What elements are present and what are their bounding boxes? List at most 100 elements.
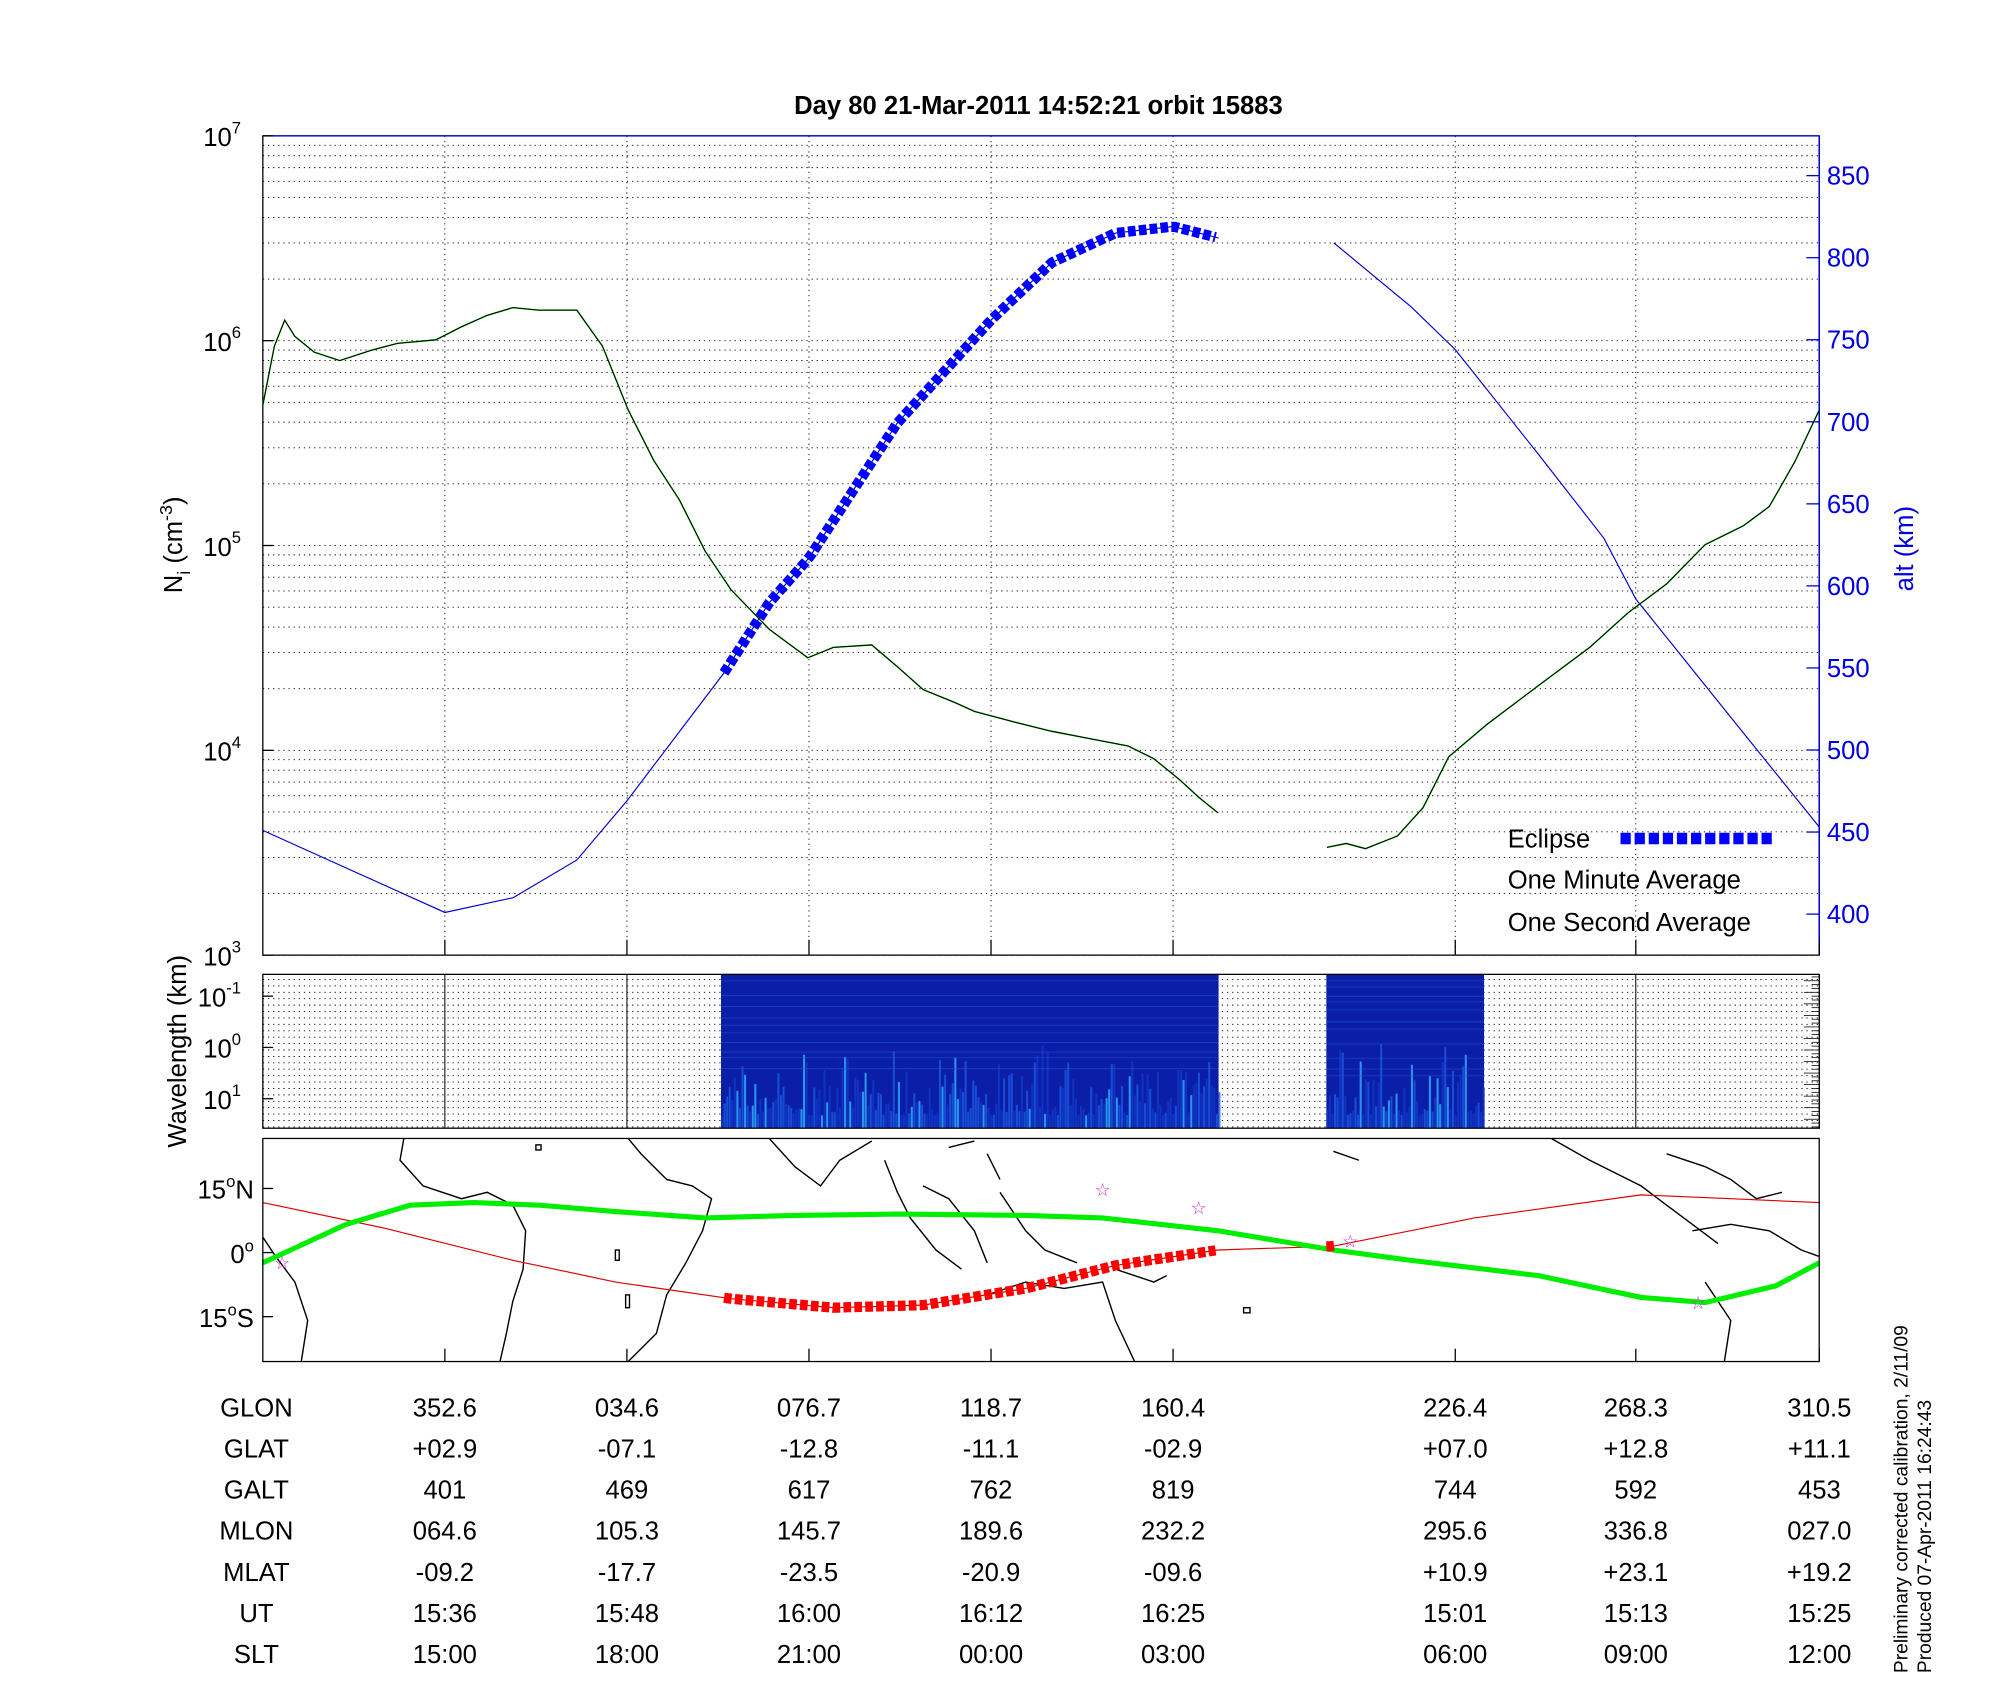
map-frame: [262, 1137, 1820, 1363]
spectrogram-column: [1172, 1113, 1175, 1129]
spectrogram-column: [879, 1094, 883, 1129]
spectrogram-column: [954, 1057, 957, 1129]
table-cell: 15:25: [1787, 1600, 1851, 1628]
spectrogram-column: [1454, 1115, 1457, 1129]
satellite-track: [262, 1194, 1820, 1309]
spectrogram-column: [1003, 1078, 1006, 1129]
spectrogram-column: [859, 1091, 862, 1129]
spectrogram-column: [749, 1111, 752, 1129]
star-marker: ☆: [274, 1253, 290, 1273]
spectrogram-column: [854, 1077, 857, 1129]
table-cell: 105.3: [595, 1518, 659, 1546]
spectrogram-column: [1205, 1079, 1208, 1129]
spectrogram-column: [828, 1085, 831, 1129]
spectrogram-column: [1051, 1109, 1054, 1129]
spectrogram-column: [1462, 1066, 1465, 1129]
alt-tick-label: 750: [1827, 327, 1870, 355]
spectrogram-column: [928, 1087, 931, 1129]
spectrogram-column: [1390, 1096, 1393, 1129]
spectrogram-column: [779, 1095, 783, 1129]
table-cell: 762: [970, 1477, 1013, 1505]
table-cell: 03:00: [1141, 1641, 1205, 1669]
spectrogram-column: [1336, 1097, 1339, 1129]
spectrogram-column: [941, 1086, 944, 1129]
spectrogram-column: [772, 1101, 775, 1129]
table-cell: 16:12: [959, 1600, 1023, 1628]
tick-exp: 0: [232, 1030, 241, 1049]
spectrogram-column: [1354, 1097, 1357, 1129]
table-cell: +12.8: [1603, 1436, 1668, 1464]
spectrogram-column: [903, 1114, 906, 1129]
table-cell: 18:00: [595, 1641, 659, 1669]
spectrogram-column: [736, 1090, 739, 1129]
spectrogram-column: [867, 1105, 870, 1129]
spectrogram-column: [882, 1114, 885, 1129]
spectrogram-column: [1038, 1106, 1041, 1129]
spectrogram-column: [977, 1097, 980, 1129]
alt-tick-label: 600: [1827, 573, 1870, 601]
spectrogram-column: [856, 1080, 859, 1129]
table-cell: +07.0: [1423, 1436, 1488, 1464]
spectrogram-column: [997, 1064, 1000, 1129]
spectrogram-column: [969, 1108, 972, 1129]
spectrogram-column: [944, 1074, 947, 1129]
spectrogram-column: [1110, 1064, 1113, 1129]
spectrogram-column: [1151, 1108, 1154, 1129]
spectrogram-column: [746, 1105, 749, 1129]
spectrogram-column: [864, 1072, 867, 1129]
spectrogram-column: [979, 1102, 983, 1129]
spectrogram-column: [967, 1111, 970, 1129]
table-cell: 819: [1152, 1477, 1195, 1505]
altitude-line: [262, 225, 1219, 914]
lat-hemi: S: [237, 1305, 254, 1333]
spectrogram-column: [920, 1104, 924, 1129]
spectrogram-column: [946, 1104, 949, 1129]
spectrogram-column: [1400, 1114, 1403, 1129]
spectrogram-column: [862, 1091, 865, 1129]
spectrogram-column: [818, 1089, 821, 1129]
table-cell: 336.8: [1604, 1518, 1668, 1546]
spectrogram-column: [1436, 1078, 1439, 1129]
spectrogram-column: [1185, 1072, 1188, 1129]
spectrogram-column: [1446, 1087, 1449, 1129]
table-cell: 00:00: [959, 1641, 1023, 1669]
tick-base: 10: [203, 739, 232, 767]
spectrogram-column: [1369, 1114, 1372, 1129]
spectrogram-column: [1328, 1095, 1331, 1129]
table-cell: -23.5: [780, 1559, 838, 1587]
spectrogram-column: [1210, 1085, 1213, 1129]
spectrogram: [720, 974, 1485, 1129]
spectrogram-column: [826, 1102, 829, 1129]
table-row-label: GLAT: [224, 1436, 289, 1464]
coastlines: [262, 1138, 1820, 1362]
spectrogram-column: [1398, 1110, 1401, 1129]
footnote-calibration: Preliminary corrected calibration, 2/11/…: [1892, 1325, 1913, 1673]
spectrogram-column: [849, 1101, 852, 1129]
spectrogram-column: [795, 1109, 798, 1129]
spectrogram-column: [1054, 1106, 1057, 1129]
spectrogram-column: [1018, 1111, 1021, 1129]
spectrogram-column: [846, 1059, 849, 1129]
table-cell: 15:00: [413, 1641, 477, 1669]
spectrogram-column: [1475, 1105, 1478, 1129]
spectrogram-frame: [262, 973, 1820, 1129]
spectrogram-column: [1072, 1079, 1075, 1129]
footnote-produced: Produced 07-Apr-2011 16:24:43: [1915, 1400, 1936, 1673]
table-cell: 064.6: [413, 1518, 477, 1546]
spectrogram-column: [987, 1107, 990, 1129]
spectrogram-column: [1049, 1114, 1052, 1129]
spectrogram-column: [762, 1111, 765, 1129]
spectrogram-column: [1136, 1084, 1139, 1129]
table-cell: -07.1: [598, 1436, 656, 1464]
spectrogram-column: [1339, 1050, 1342, 1129]
spectrogram-column: [959, 1088, 962, 1129]
table-cell: 268.3: [1604, 1395, 1668, 1423]
spectrogram-column: [844, 1056, 847, 1129]
spectrogram-column: [1077, 1114, 1080, 1129]
spectrogram-column: [1154, 1112, 1157, 1129]
spectrogram-column: [1359, 1061, 1362, 1129]
spectrogram-column: [1413, 1080, 1416, 1129]
spectrogram-column: [1159, 1104, 1162, 1129]
